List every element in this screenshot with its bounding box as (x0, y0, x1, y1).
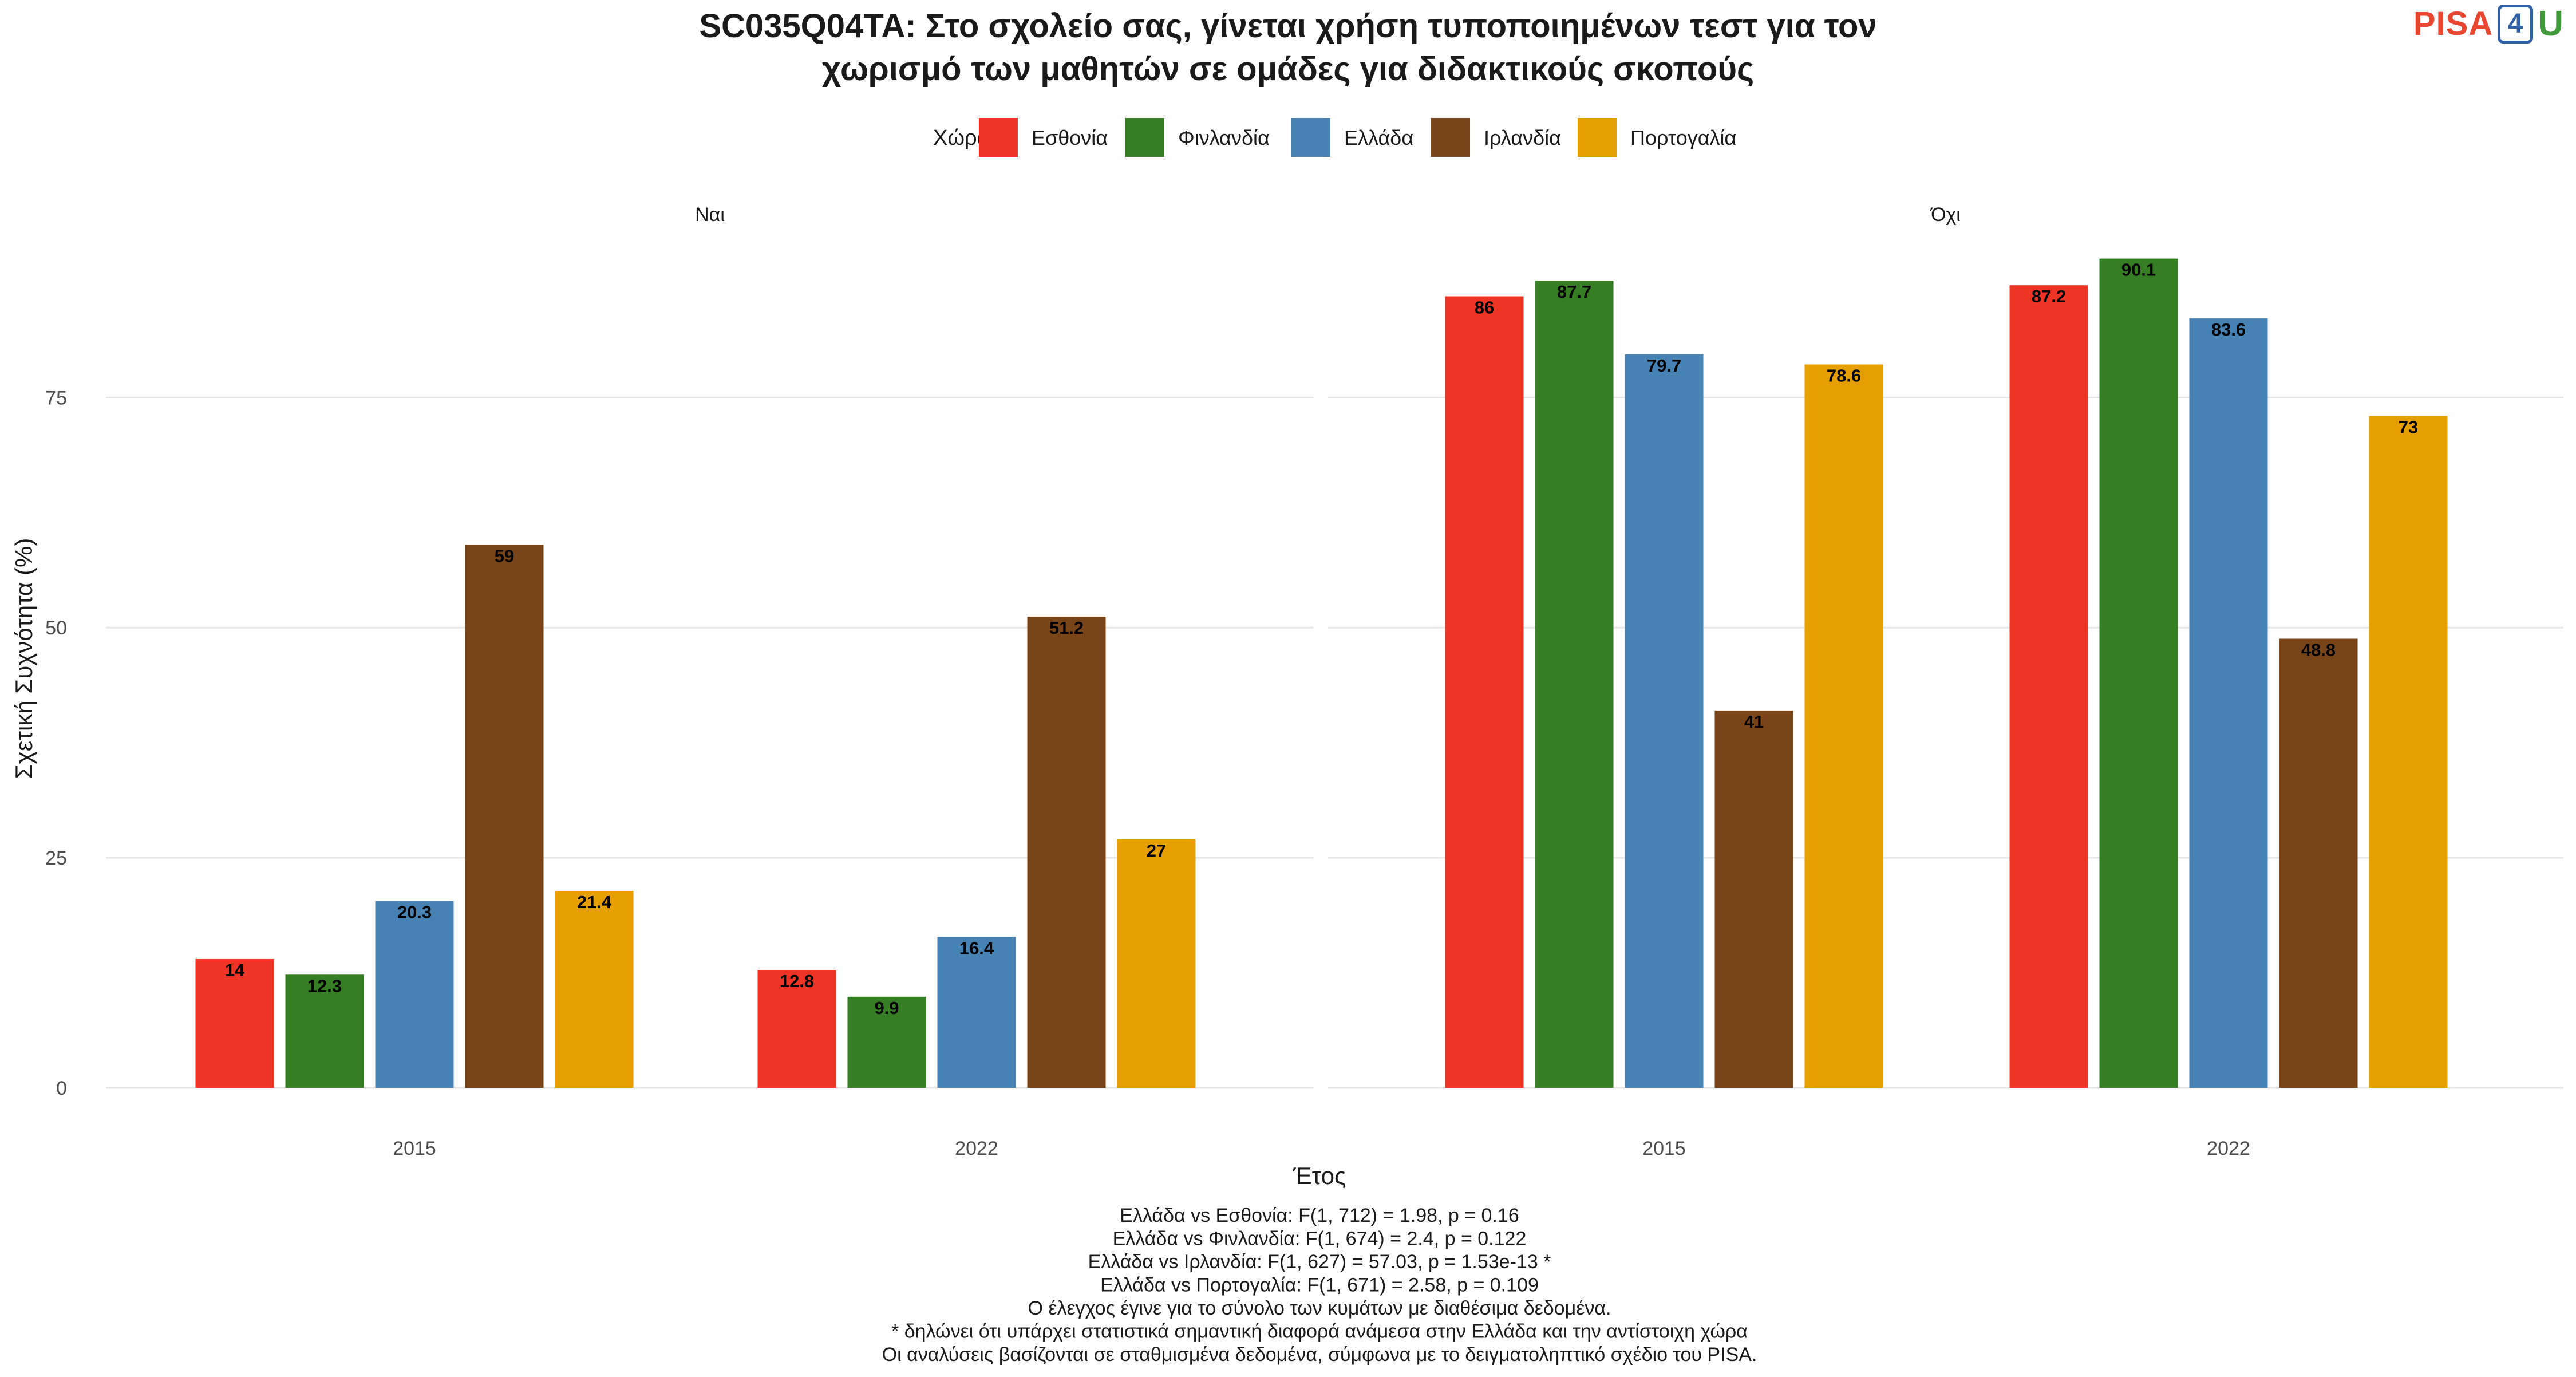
bar (2189, 318, 2268, 1088)
bar (1804, 364, 1883, 1088)
legend-label: Εσθονία (1032, 126, 1108, 149)
bar (195, 958, 274, 1088)
bar (555, 890, 634, 1088)
caption-line: Ελλάδα vs Φινλανδία: F(1, 674) = 2.4, p … (1113, 1228, 1527, 1250)
bar (285, 974, 364, 1088)
bar (847, 996, 926, 1088)
y-axis-title: Σχετική Συχνότητα (%) (10, 538, 37, 779)
data-label: 87.2 (2032, 286, 2066, 306)
data-label: 48.8 (2301, 640, 2336, 660)
data-label: 20.3 (397, 902, 432, 922)
data-label: 41 (1744, 712, 1764, 732)
x-tick-label: 2015 (1642, 1138, 1686, 1159)
legend-label: Πορτογαλία (1630, 126, 1736, 149)
data-label: 9.9 (874, 998, 899, 1018)
caption-line: Ελλάδα vs Ιρλανδία: F(1, 627) = 57.03, p… (1088, 1251, 1551, 1273)
data-label: 12.3 (307, 976, 342, 996)
x-tick-label: 2015 (393, 1138, 436, 1159)
y-tick-label: 0 (56, 1078, 67, 1099)
x-tick-label: 2022 (955, 1138, 998, 1159)
data-label: 78.6 (1827, 365, 1861, 385)
data-label: 79.7 (1647, 356, 1681, 376)
legend-label: Φινλανδία (1178, 126, 1270, 149)
caption-line: * δηλώνει ότι υπάρχει στατιστικά σημαντι… (891, 1321, 1748, 1343)
data-label: 51.2 (1049, 618, 1084, 638)
bar (465, 545, 544, 1088)
bar (1535, 281, 1614, 1088)
data-label: 87.7 (1557, 282, 1591, 302)
bar (2009, 285, 2088, 1088)
panel-strip-label: Όχι (1930, 204, 1961, 226)
bar (1625, 354, 1704, 1088)
bar (2279, 638, 2358, 1088)
data-label: 59 (495, 546, 514, 566)
data-label: 21.4 (577, 892, 612, 912)
bar (1117, 839, 1196, 1088)
bar (1714, 710, 1793, 1088)
data-label: 73 (2399, 417, 2418, 437)
legend-swatch (1578, 118, 1617, 157)
data-label: 86 (1475, 298, 1494, 318)
logo-four-badge: 4 (2498, 4, 2534, 44)
chart-title-line2: χωρισμό των μαθητών σε ομάδες για διδακτ… (822, 50, 1754, 88)
legend-swatch (1431, 118, 1470, 157)
bar (937, 937, 1016, 1088)
bar (1027, 616, 1106, 1088)
legend-label: Ιρλανδία (1484, 126, 1561, 149)
legend-swatch (1125, 118, 1164, 157)
legend-swatch (1291, 118, 1330, 157)
panel-strip-label: Ναι (695, 204, 725, 226)
y-tick-label: 25 (45, 847, 67, 869)
data-label: 27 (1147, 841, 1166, 861)
x-tick-label: 2022 (2207, 1138, 2250, 1159)
data-label: 83.6 (2211, 319, 2246, 340)
bar (2369, 416, 2448, 1088)
x-axis-title: Έτος (1293, 1162, 1346, 1189)
data-label: 16.4 (959, 938, 994, 958)
data-label: 12.8 (780, 971, 814, 991)
caption-line: Ελλάδα vs Πορτογαλία: F(1, 671) = 2.58, … (1100, 1275, 1539, 1296)
legend-label: Ελλάδα (1344, 126, 1413, 149)
logo-u-text: U (2538, 4, 2563, 44)
bar (2099, 258, 2178, 1088)
chart-title: SC035Q04TA: Στο σχολείο σας, γίνεται χρή… (699, 7, 1876, 45)
caption-line: Ο έλεγχος έγινε για το σύνολο των κυμάτω… (1028, 1297, 1611, 1319)
data-label: 90.1 (2121, 260, 2156, 280)
caption-line: Οι αναλύσεις βασίζονται σε σταθμισμένα δ… (882, 1344, 1757, 1366)
caption-line: Ελλάδα vs Εσθονία: F(1, 712) = 1.98, p =… (1120, 1205, 1519, 1226)
logo-pisa-text: PISA (2413, 5, 2494, 42)
pisa4u-logo: PISA 4 U (2413, 3, 2563, 44)
y-tick-label: 50 (45, 617, 67, 639)
bar (1445, 296, 1524, 1088)
legend-swatch (979, 118, 1018, 157)
bar (375, 901, 454, 1088)
y-tick-label: 75 (45, 387, 67, 409)
data-label: 14 (225, 960, 245, 980)
bar (757, 970, 836, 1088)
